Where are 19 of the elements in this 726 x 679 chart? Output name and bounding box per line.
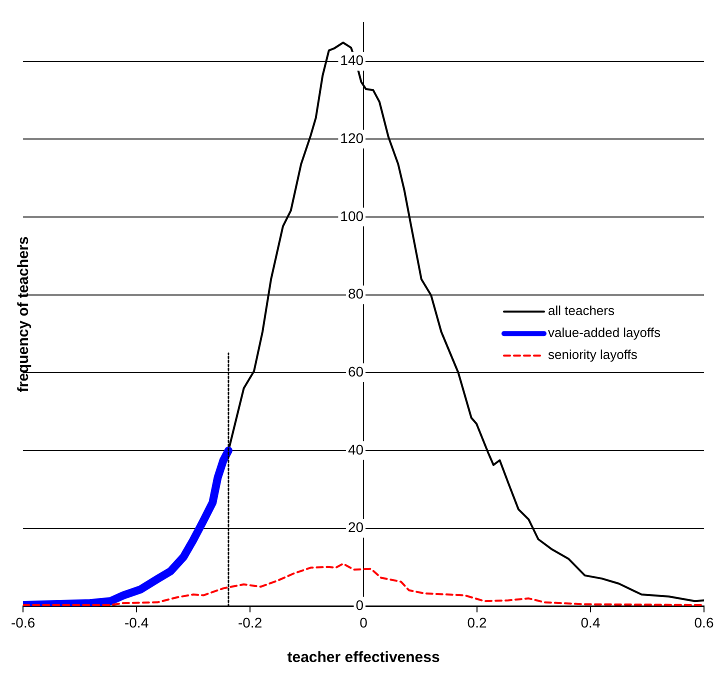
legend-label: seniority layoffs [548,347,638,362]
x-tick-label: 0.4 [580,614,600,630]
y-tick-label: 140 [340,52,364,68]
y-tick-label: 40 [348,441,364,458]
legend-label: all teachers [548,303,615,318]
y-tick-label: 0 [356,597,364,614]
y-tick-label: 20 [348,519,364,536]
x-tick-label: -0.6 [11,614,36,630]
y-tick-label: 80 [348,286,364,302]
x-tick-label: -0.4 [124,614,149,630]
x-axis-title: teacher effectiveness [287,649,440,666]
y-tick-label: 100 [340,208,364,224]
legend-label: value-added layoffs [548,325,662,340]
x-tick-label: -0.2 [238,614,262,630]
x-tick-label: 0.2 [467,614,487,630]
y-axis-title: frequency of teachers [15,236,32,392]
y-tick-label: 120 [340,130,364,146]
y-tick-label: 60 [348,364,364,380]
x-tick-label: 0.6 [694,614,714,630]
